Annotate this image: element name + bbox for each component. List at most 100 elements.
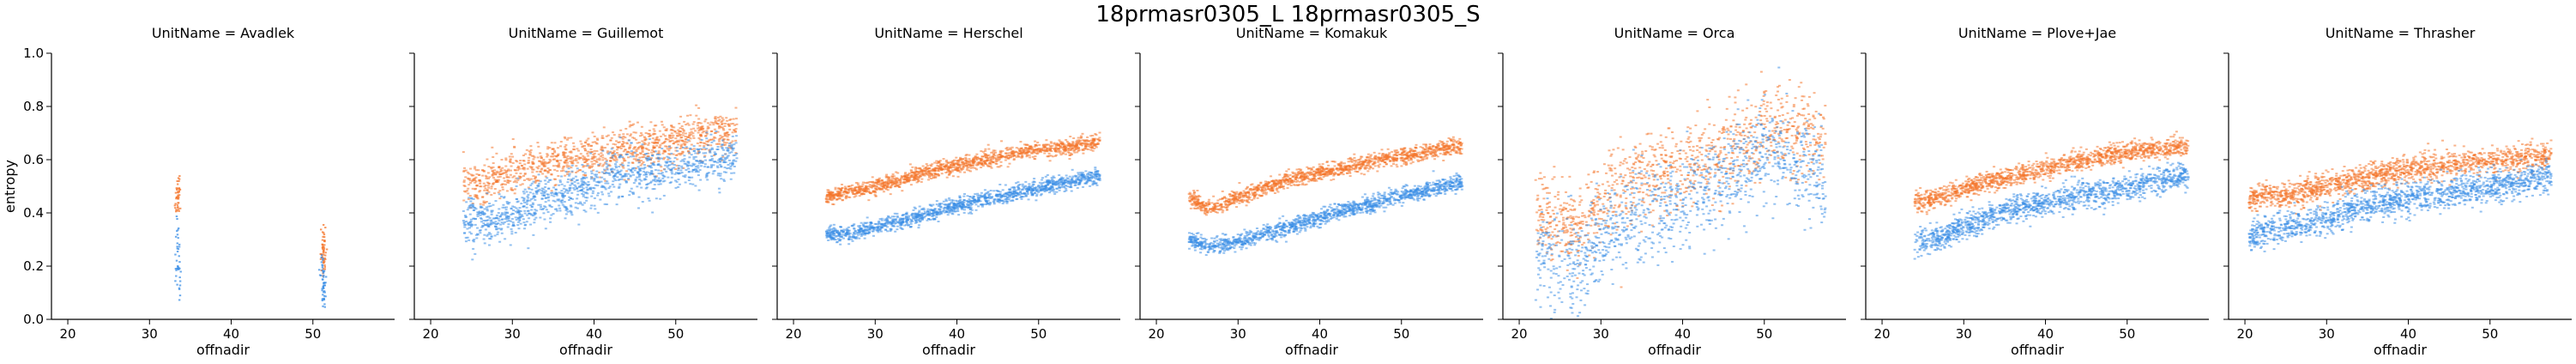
data-point [658,154,661,155]
data-point [1062,153,1065,155]
data-point [714,151,716,153]
data-point [548,147,551,149]
data-point [487,172,490,173]
data-point [937,173,939,175]
data-point [490,238,492,240]
data-point [624,149,627,150]
data-point [522,175,525,177]
data-point [553,169,556,171]
data-point [530,179,533,180]
data-point [611,157,613,159]
data-point [998,194,1001,196]
data-point [947,214,950,215]
data-point [570,162,573,164]
data-point [527,210,529,212]
data-point [713,140,715,142]
data-point [557,161,559,162]
data-point [523,168,526,170]
data-point [514,188,516,190]
data-point [506,218,509,220]
data-point [495,153,498,155]
data-point [483,234,486,236]
data-point [964,206,967,208]
data-point [486,159,488,161]
data-point [693,121,696,123]
data-point [463,181,466,183]
data-point [1051,186,1053,188]
data-point [639,135,642,136]
data-point [695,156,697,158]
data-point [703,145,705,147]
data-point [616,159,618,161]
data-point [552,154,554,155]
data-point [691,171,694,173]
data-point [665,171,667,173]
data-point [684,176,686,178]
data-point [568,167,570,169]
data-point [492,177,495,179]
data-point [714,170,716,172]
data-point [528,161,530,163]
data-point [695,166,697,167]
data-point [1014,195,1017,197]
data-point [995,161,998,162]
data-point [485,185,487,186]
data-point [646,153,649,155]
data-point [486,222,489,224]
data-point [842,238,845,240]
data-point [574,181,576,183]
data-point [177,206,178,208]
data-point [678,165,680,167]
data-point [668,135,671,136]
data-point [711,148,714,149]
data-point [630,142,633,143]
data-point [1029,148,1031,149]
data-point [178,299,180,300]
data-point [840,195,842,197]
data-point [679,169,682,171]
data-point [504,159,507,161]
data-point [641,163,643,165]
data-point [910,226,913,228]
data-point [965,155,968,156]
data-point [1082,153,1084,155]
data-point [566,164,569,166]
data-point [484,213,486,215]
data-point [840,227,842,228]
data-point [523,163,526,165]
data-point [628,162,630,164]
data-point [1070,185,1072,186]
data-point [931,163,933,165]
data-point [572,149,575,150]
data-point [486,235,488,237]
data-point [691,165,693,167]
data-point [577,150,580,152]
data-point [463,222,466,224]
data-point [868,228,871,230]
data-point [606,183,609,185]
data-point [479,185,481,187]
data-point [632,193,635,195]
data-point [676,150,679,152]
data-point [948,203,950,205]
data-point [658,181,661,183]
data-point [636,122,639,124]
data-point [594,205,596,207]
data-point [834,195,836,197]
data-point [542,212,545,214]
data-point [555,155,558,157]
data-point [1089,172,1092,173]
data-point [589,153,592,155]
data-point [920,212,923,214]
data-point [463,179,466,181]
data-point [583,202,586,203]
data-point [586,163,588,165]
data-point [561,184,564,185]
data-point [734,107,737,109]
data-point [524,189,527,191]
data-point [607,187,610,189]
data-point [1069,186,1071,188]
data-point [851,190,854,191]
data-point [649,200,651,202]
data-point [860,222,863,224]
